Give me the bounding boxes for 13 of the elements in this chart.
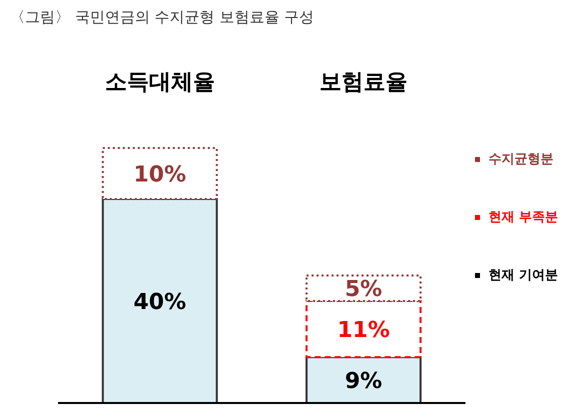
legend-label: 현재 부족분 bbox=[488, 209, 558, 226]
bar bbox=[102, 198, 218, 404]
x-tick-label: 보험료율 bbox=[320, 70, 408, 95]
x-tick-label: 소득대체율 bbox=[104, 70, 215, 95]
data-label: 9% bbox=[344, 368, 382, 394]
data-label: 11% bbox=[337, 318, 390, 343]
data-label: 40% bbox=[133, 290, 186, 315]
data-label: 10% bbox=[133, 162, 186, 188]
data-label: 5% bbox=[344, 277, 382, 302]
legend-label: 수지균형분 bbox=[488, 151, 554, 168]
bar bbox=[102, 147, 218, 200]
chart-title: 〈그림〉 국민연금의 수지균형 보험료율 구성 bbox=[10, 8, 316, 27]
text: 현재 기여분 bbox=[488, 267, 558, 284]
